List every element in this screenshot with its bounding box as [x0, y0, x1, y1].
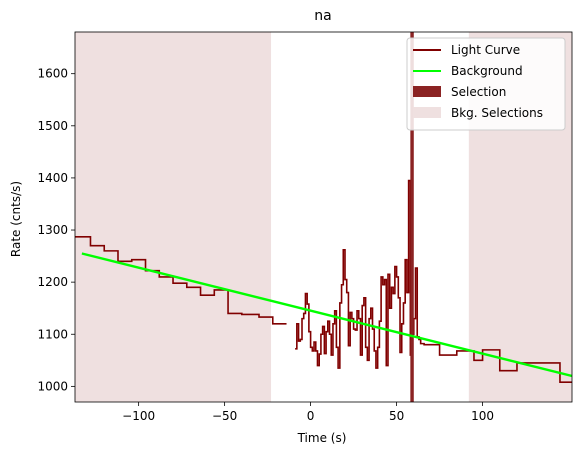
legend-box	[406, 37, 566, 131]
y-tick-label: 1000	[37, 379, 68, 393]
x-tick-label: 50	[389, 409, 404, 423]
y-axis-label: Rate (cnts/s)	[9, 181, 23, 257]
y-axis-ticks: 1000 1100 1200 1300 1400 1500 1600	[37, 67, 75, 393]
y-tick-label: 1100	[37, 327, 68, 341]
x-tick-label: −50	[212, 409, 237, 423]
legend-label: Background	[451, 64, 523, 78]
x-tick-label: 0	[307, 409, 315, 423]
x-tick-label: −100	[122, 409, 155, 423]
y-tick-label: 1600	[37, 67, 68, 81]
legend-label: Selection	[451, 85, 506, 99]
x-axis-ticks: −100 −50 0 50 100	[122, 402, 494, 423]
legend-swatch	[413, 86, 441, 97]
legend-label: Bkg. Selections	[451, 106, 543, 120]
y-tick-label: 1500	[37, 119, 68, 133]
background-line	[81, 252, 572, 378]
chart-title: na	[314, 8, 331, 24]
y-tick-label: 1200	[37, 275, 68, 289]
y-tick-label: 1300	[37, 223, 68, 237]
legend: Light Curve Background Selection Bkg. Selec…	[406, 37, 566, 131]
y-tick-label: 1400	[37, 171, 68, 185]
light-curve-line	[75, 236, 287, 325]
x-tick-label: 100	[471, 409, 494, 423]
axes-frame	[74, 31, 573, 403]
selection-span	[410, 32, 414, 402]
legend-swatch	[413, 107, 441, 118]
x-axis-label: Time (s)	[297, 431, 347, 445]
bkg-selection-span	[75, 32, 272, 402]
legend-label: Light Curve	[451, 43, 520, 57]
